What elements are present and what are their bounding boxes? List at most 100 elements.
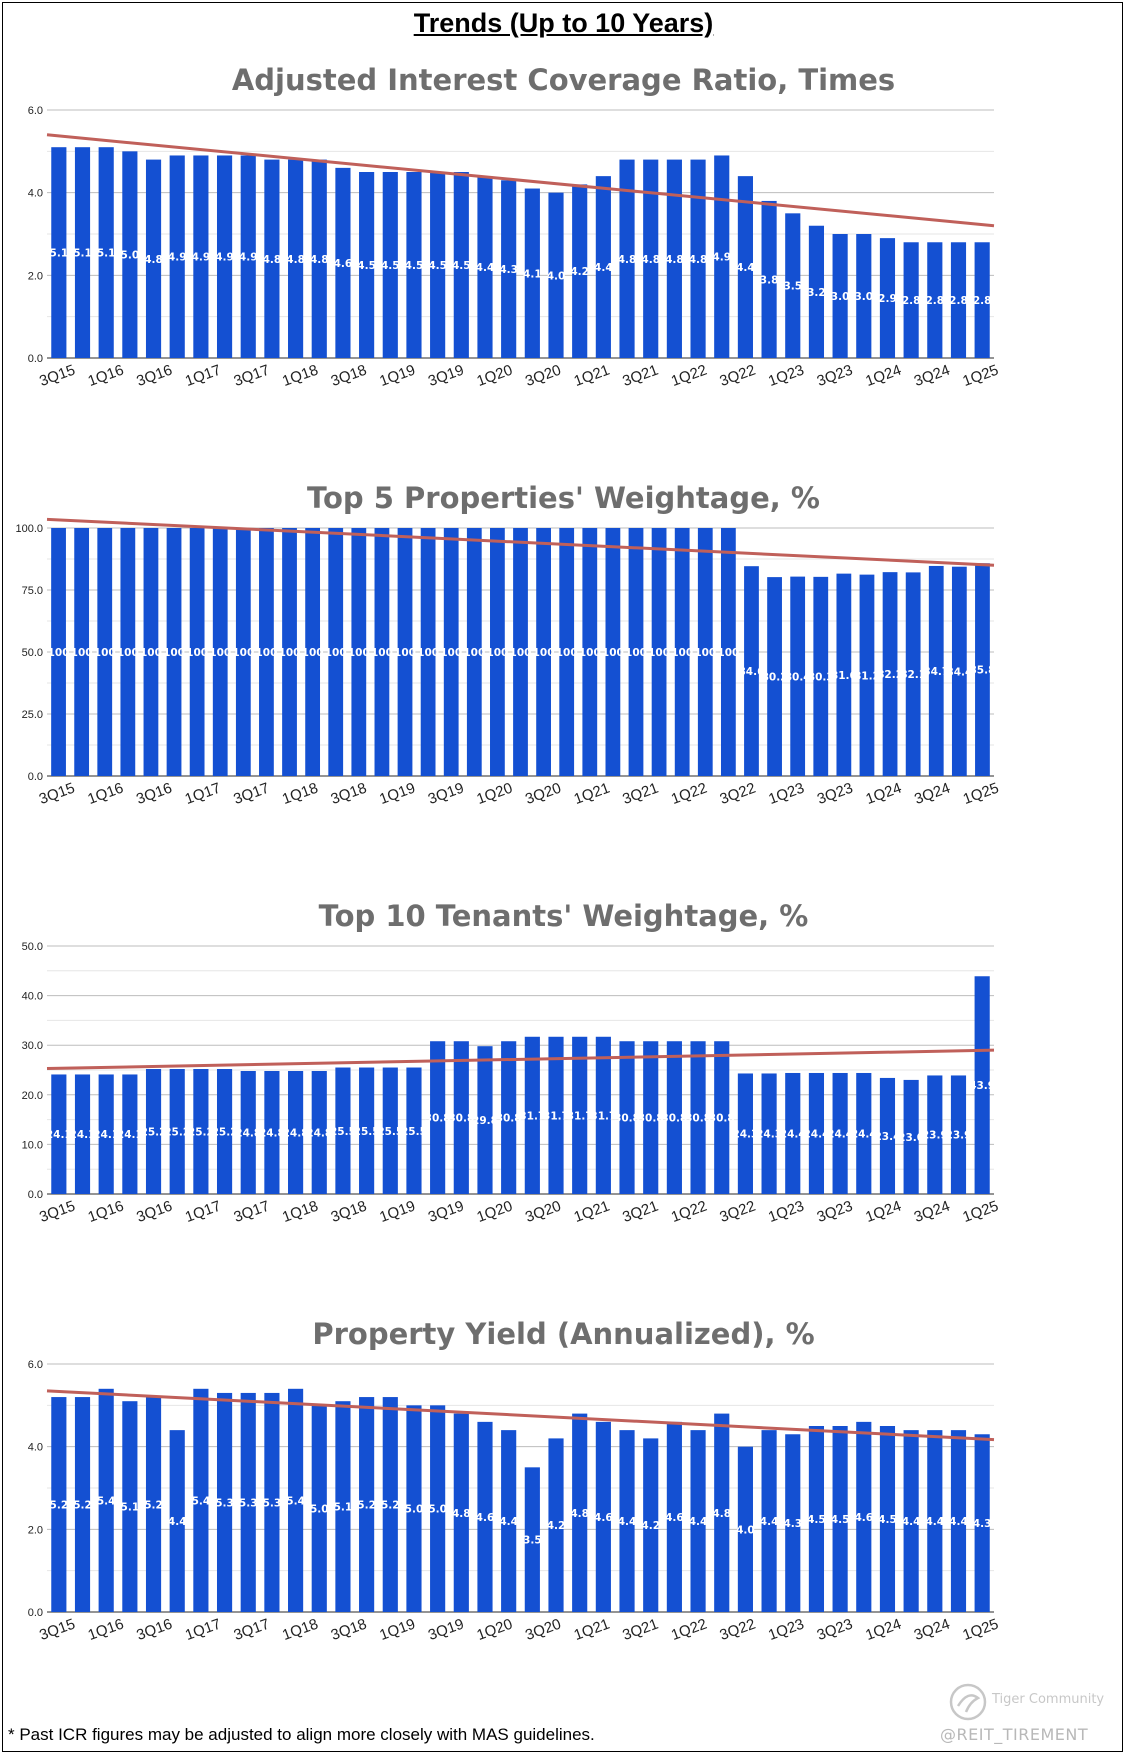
bar xyxy=(430,1405,446,1612)
x-tick-label: 3Q22 xyxy=(717,1198,757,1227)
data-label: 24.1 xyxy=(117,1129,143,1141)
bar xyxy=(490,528,505,776)
x-tick-label: 1Q17 xyxy=(183,1616,223,1645)
bar xyxy=(189,528,205,776)
data-label: 4.4 xyxy=(760,1516,779,1528)
x-tick-label: 1Q17 xyxy=(183,362,223,391)
bar xyxy=(548,1036,564,1194)
data-label: 4.4 xyxy=(499,1516,518,1528)
data-label: 4.8 xyxy=(641,254,660,266)
bar xyxy=(74,1397,91,1612)
chart-top10-tenants: Top 10 Tenants' Weightage, % 0.0 10.0 20.0 3… xyxy=(22,899,1001,1227)
x-tick-label: 1Q25 xyxy=(960,362,1000,391)
x-tick-label: 1Q22 xyxy=(669,1616,709,1645)
bar xyxy=(374,528,390,776)
data-label: 100 xyxy=(302,647,324,659)
data-label: 30.8 xyxy=(685,1113,711,1125)
y-tick-label: 0.0 xyxy=(28,771,43,783)
bar xyxy=(74,1074,91,1194)
bar xyxy=(501,1430,517,1612)
data-label: 4.5 xyxy=(831,1514,850,1526)
data-label: 5.2 xyxy=(144,1500,163,1512)
data-label: 5.4 xyxy=(97,1495,116,1507)
bar xyxy=(288,159,304,358)
x-tick-label: 3Q21 xyxy=(620,1616,660,1645)
data-label: 100 xyxy=(648,647,670,659)
data-label: 100 xyxy=(279,647,301,659)
bar xyxy=(595,1036,611,1194)
bar xyxy=(335,1067,351,1194)
bar xyxy=(737,1446,753,1612)
x-tick-label: 1Q20 xyxy=(475,1198,515,1227)
data-label: 30.8 xyxy=(638,1113,664,1125)
data-label: 85.8 xyxy=(969,665,995,677)
bar xyxy=(643,1041,659,1194)
x-tick-label: 1Q18 xyxy=(280,362,320,391)
bar xyxy=(536,528,551,776)
bar xyxy=(430,1041,446,1194)
y-tick-label: 50.0 xyxy=(22,647,43,659)
x-tick-label: 3Q16 xyxy=(134,780,174,809)
y-tick-label: 2.0 xyxy=(28,1524,43,1536)
bar xyxy=(453,172,469,358)
data-label: 4.5 xyxy=(428,260,447,272)
bar xyxy=(832,1426,848,1612)
data-label: 100 xyxy=(417,647,439,659)
data-label: 30.8 xyxy=(661,1113,687,1125)
data-label: 4.8 xyxy=(263,254,282,266)
x-tick-label: 3Q16 xyxy=(134,1198,174,1227)
bar xyxy=(453,1041,469,1194)
x-tick-label: 3Q16 xyxy=(134,362,174,391)
chart-property-yield: Property Yield (Annualized), % 0.0 2.0 4.0 6… xyxy=(28,1317,1001,1645)
bar xyxy=(690,159,706,358)
data-label: 4.8 xyxy=(286,254,305,266)
data-label: 84.4 xyxy=(946,666,972,678)
data-label: 30.8 xyxy=(425,1113,451,1125)
bar xyxy=(240,1070,256,1194)
x-tick-label: 3Q16 xyxy=(134,1616,174,1645)
trend-line xyxy=(46,517,995,567)
x-tick-label: 3Q18 xyxy=(329,1198,369,1227)
bar xyxy=(832,234,848,358)
data-label: 100 xyxy=(717,647,739,659)
x-tick-label: 3Q17 xyxy=(231,780,271,809)
data-label: 5.2 xyxy=(357,1500,376,1512)
x-tick-label: 3Q20 xyxy=(523,362,563,391)
bar xyxy=(282,528,297,776)
x-tick-label: 1Q16 xyxy=(85,780,125,809)
data-label: 4.6 xyxy=(854,1512,873,1524)
x-tick-label: 3Q17 xyxy=(232,362,272,391)
bar xyxy=(122,1401,138,1612)
bar xyxy=(335,1401,351,1612)
bar xyxy=(305,528,321,776)
data-label: 4.6 xyxy=(476,1512,495,1524)
data-label: 31.7 xyxy=(519,1110,545,1122)
bar xyxy=(382,1397,398,1612)
bar xyxy=(737,1073,753,1194)
bar xyxy=(98,1074,114,1194)
x-tick-label: 1Q23 xyxy=(766,362,806,391)
x-tick-label: 1Q24 xyxy=(863,362,903,391)
x-tick-label: 1Q21 xyxy=(572,362,612,391)
data-label: 80.4 xyxy=(785,671,811,683)
data-label: 4.4 xyxy=(736,262,755,274)
bar xyxy=(406,1067,422,1194)
bar xyxy=(951,566,967,776)
bar xyxy=(790,576,806,776)
x-tick-label: 3Q23 xyxy=(815,780,855,809)
bar xyxy=(406,172,422,358)
x-tick-label: 3Q18 xyxy=(329,1616,369,1645)
x-tick-label: 1Q19 xyxy=(377,780,417,809)
bar xyxy=(879,1077,896,1194)
data-label: 5.0 xyxy=(405,1504,424,1516)
data-label: 100 xyxy=(371,647,393,659)
bar xyxy=(264,1070,280,1194)
data-label: 4.2 xyxy=(641,1520,660,1532)
data-label: 31.7 xyxy=(567,1110,593,1122)
data-label: 3.2 xyxy=(807,287,826,299)
data-label: 4.8 xyxy=(310,254,329,266)
data-label: 5.3 xyxy=(215,1497,234,1509)
chart-top5-properties: Top 5 Properties' Weightage, % 0.0 25.0 50.… xyxy=(15,481,1001,809)
data-label: 25.5 xyxy=(401,1126,427,1138)
data-label: 4.4 xyxy=(949,1516,968,1528)
